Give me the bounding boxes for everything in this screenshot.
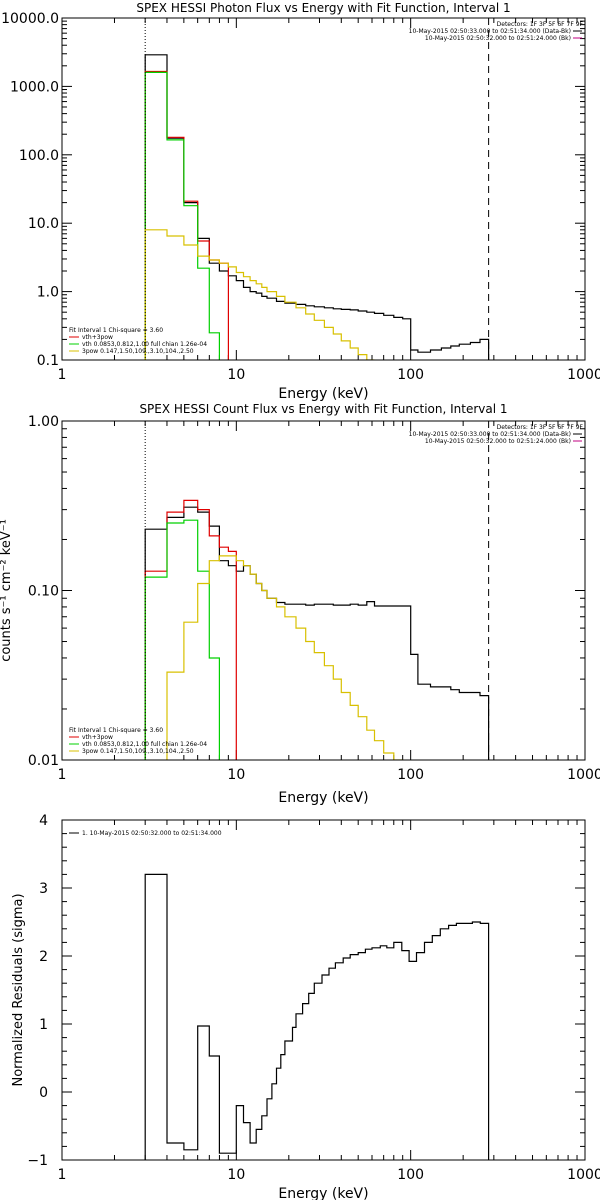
plot-frame [61, 17, 586, 361]
y-tick-label: 1 [39, 1017, 48, 1033]
legend-title: Fit Interval 1 Chi-square = 3.60 [69, 727, 163, 734]
chart-title: SPEX HESSI Count Flux vs Energy with Fit… [139, 402, 507, 416]
header-line: 10-May-2015 02:50:32.000 to 02:51:24.000… [425, 35, 571, 42]
panel-2: SPEX HESSI Count Flux vs Energy with Fit… [0, 402, 600, 806]
legend-label: 1. 10-May-2015 02:50:32.000 to 02:51:34.… [82, 830, 222, 837]
x-tick-label: 100 [397, 767, 424, 783]
panel-3: 1 10 100 1000 −1 0 1 2 3 4 Energy (keV) Normalized … [11, 813, 600, 1200]
y-tick-label: 2 [39, 949, 48, 965]
header-line: Detectors: 1F 3F 5F 6F 7F 9F [497, 424, 584, 431]
x-tick-label: 1000 [567, 367, 600, 383]
y-tick-label: 0.01 [28, 753, 59, 769]
x-axis-label: Energy (keV) [278, 1186, 368, 1200]
x-tick-label: 100 [397, 1167, 424, 1183]
x-tick-label: 1 [58, 1167, 67, 1183]
legend-label: 3pow 0.147,1.50,109.,3.10,104.,2.50 [82, 348, 194, 355]
series-group [144, 54, 490, 360]
series-2-line [144, 499, 237, 760]
series-1-line [144, 506, 490, 760]
series-group [144, 499, 490, 760]
chart-title: SPEX HESSI Photon Flux vs Energy with Fi… [136, 1, 510, 15]
legend: Fit Interval 1 Chi-square = 3.60vth+3pow… [69, 327, 207, 355]
y-ticks: 0.1 1.0 10.0 100.0 1000.0 10000.0 [1, 11, 585, 369]
legend-label: vth 0.0853,0.812,1.00 full chian 1.26e-0… [82, 741, 207, 748]
y-tick-label: 100.0 [19, 148, 59, 164]
legend-label: vth+3pow [82, 334, 113, 341]
panel-1: SPEX HESSI Photon Flux vs Energy with Fi… [1, 1, 600, 402]
y-tick-label: −1 [27, 1153, 48, 1169]
x-ticks: 1 10 100 1000 [58, 421, 600, 783]
plot-frame [61, 420, 586, 761]
series-1-line [144, 54, 490, 360]
x-tick-label: 1000 [567, 1167, 600, 1183]
y-tick-label: 10.0 [28, 216, 59, 232]
series-2-line [144, 70, 229, 360]
x-tick-label: 100 [397, 367, 424, 383]
y-ticks: −1 0 1 2 3 4 [27, 813, 585, 1169]
x-tick-label: 10 [227, 367, 245, 383]
x-ticks: 1 10 100 1000 [58, 820, 600, 1183]
y-axis-label: counts s⁻¹ cm⁻² keV⁻¹ [0, 519, 14, 662]
legend-label: vth 0.0853,0.812,1.00 full chian 1.26e-0… [82, 341, 207, 348]
legend: Fit Interval 1 Chi-square = 3.60vth+3pow… [69, 727, 207, 755]
y-tick-label: 3 [39, 881, 48, 897]
x-tick-label: 1000 [567, 767, 600, 783]
header-line: 10-May-2015 02:50:32.000 to 02:51:24.000… [425, 438, 571, 445]
y-tick-label: 0.10 [28, 584, 59, 600]
series-3-line [144, 519, 220, 760]
y-tick-label: 1000.0 [10, 79, 59, 95]
legend-label: vth+3pow [82, 734, 113, 741]
y-tick-label: 10000.0 [1, 11, 59, 27]
series-group [144, 873, 490, 1160]
plot-frame [61, 819, 586, 1161]
series-4-line [166, 555, 403, 760]
x-tick-label: 10 [227, 767, 245, 783]
header-line: 10-May-2015 02:50:33.000 to 02:51:34.000… [409, 28, 571, 35]
x-tick-label: 1 [58, 767, 67, 783]
y-tick-label: 0 [39, 1085, 48, 1101]
x-axis-label: Energy (keV) [278, 386, 368, 402]
y-tick-label: 1.00 [28, 414, 59, 430]
legend-label: 3pow 0.147,1.50,109.,3.10,104.,2.50 [82, 748, 194, 755]
header-line: Detectors: 1F 3F 5F 6F 7F 9F [497, 21, 584, 28]
series-4-line [144, 229, 375, 360]
y-tick-label: 0.1 [37, 353, 59, 369]
header-line: 10-May-2015 02:50:33.000 to 02:51:34.000… [409, 431, 571, 438]
x-axis-label: Energy (keV) [278, 790, 368, 806]
series-1-line [144, 873, 490, 1160]
x-tick-label: 1 [58, 367, 67, 383]
y-ticks: 0.01 0.10 1.00 [28, 414, 585, 769]
legend-title: Fit Interval 1 Chi-square = 3.60 [69, 327, 163, 334]
y-tick-label: 4 [39, 813, 48, 829]
x-tick-label: 10 [227, 1167, 245, 1183]
legend: 1. 10-May-2015 02:50:32.000 to 02:51:34.… [69, 830, 222, 837]
y-tick-label: 1.0 [37, 285, 59, 301]
series-3-line [144, 71, 220, 360]
x-ticks: 1 10 100 1000 [58, 18, 600, 383]
y-axis-label: Normalized Residuals (sigma) [11, 893, 26, 1086]
